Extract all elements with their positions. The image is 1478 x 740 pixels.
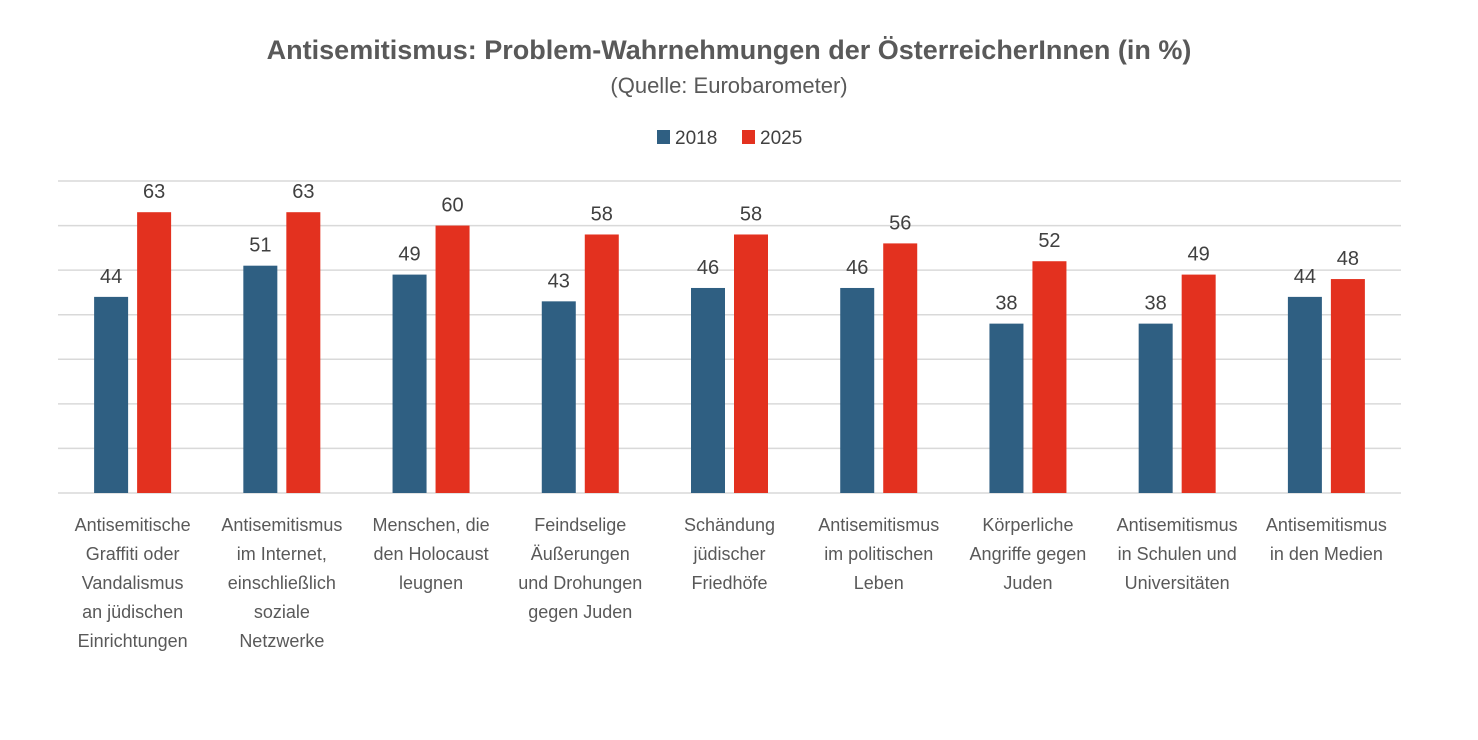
data-label-2025-2: 63 bbox=[292, 181, 314, 203]
legend-swatch-2018 bbox=[657, 130, 670, 144]
bar-2018-1 bbox=[94, 296, 129, 493]
data-label-2018-4: 43 bbox=[548, 270, 570, 292]
data-label-2018-8: 38 bbox=[1145, 293, 1167, 315]
category-label: Antisemitische Graffiti oder Vandalismus an… bbox=[75, 515, 191, 651]
data-label-2025-8: 49 bbox=[1188, 244, 1210, 266]
category-label: Feindselige Äußerungen und Drohungen gegen … bbox=[518, 515, 642, 622]
data-label-2018-7: 38 bbox=[995, 293, 1017, 315]
bar-2018-2 bbox=[243, 265, 278, 493]
category-label: Antisemitismus im Internet, einschließlich… bbox=[221, 515, 342, 651]
legend-label-2018: 2018 bbox=[675, 128, 717, 149]
data-label-2025-3: 60 bbox=[441, 195, 463, 217]
bar-2025-4 bbox=[584, 234, 619, 493]
bar-2025-8 bbox=[1181, 274, 1216, 493]
bar-2025-9 bbox=[1330, 279, 1365, 493]
bar-2018-7 bbox=[989, 323, 1024, 493]
data-label-2025-6: 56 bbox=[889, 212, 911, 234]
bar-2025-2 bbox=[286, 212, 321, 493]
bar-2025-5 bbox=[734, 234, 768, 493]
gridlines bbox=[58, 180, 1401, 494]
legend: 2018 2025 bbox=[657, 128, 802, 149]
data-label-2018-2: 51 bbox=[249, 235, 271, 257]
chart-title: Antisemitismus: Problem-Wahrnehmungen de… bbox=[267, 35, 1192, 65]
data-label-2018-3: 49 bbox=[398, 244, 420, 266]
category-label: Menschen, die den Holocaust leugnen bbox=[373, 515, 490, 593]
category-label: Antisemitismus im politischen Leben bbox=[818, 515, 939, 593]
bar-2018-8 bbox=[1138, 323, 1173, 493]
bar-2018-5 bbox=[691, 287, 725, 493]
data-label-2025-7: 52 bbox=[1038, 230, 1060, 252]
data-label-2025-4: 58 bbox=[591, 203, 613, 225]
data-label-2018-5: 46 bbox=[697, 257, 719, 279]
bar-2025-6 bbox=[883, 243, 918, 493]
data-label-2018-6: 46 bbox=[846, 257, 868, 279]
bar-2018-9 bbox=[1287, 296, 1322, 493]
data-label-2025-1: 63 bbox=[143, 181, 165, 203]
legend-label-2025: 2025 bbox=[760, 128, 802, 149]
legend-swatch-2025 bbox=[742, 130, 755, 144]
data-label-2025-9: 48 bbox=[1337, 248, 1359, 270]
data-label-2025-5: 58 bbox=[740, 203, 762, 225]
bar-2025-7 bbox=[1032, 261, 1067, 493]
data-labels: 44 63 51 63 49 60 43 58 46 58 46 56 38 52 38 49 44 48 bbox=[100, 181, 1359, 314]
bar-2018-6 bbox=[840, 287, 875, 493]
category-label: Antisemitismus in Schulen und Universitäte… bbox=[1117, 515, 1238, 593]
bar-2018-3 bbox=[392, 274, 427, 493]
data-label-2018-1: 44 bbox=[100, 266, 122, 288]
chart-subtitle: (Quelle: Eurobarometer) bbox=[610, 73, 847, 98]
category-labels: Antisemitische Graffiti oder Vandalismus an… bbox=[75, 515, 1387, 651]
bar-2025-1 bbox=[137, 212, 172, 493]
data-label-2018-9: 44 bbox=[1294, 266, 1316, 288]
bar-2025-3 bbox=[435, 225, 470, 494]
category-label: Antisemitismus in den Medien bbox=[1266, 515, 1387, 564]
bars bbox=[94, 212, 1365, 494]
category-label: Schändung jüdischer Friedhöfe bbox=[684, 515, 775, 593]
category-label: Körperliche Angriffe gegen Juden bbox=[970, 515, 1087, 593]
bar-2018-4 bbox=[541, 301, 576, 493]
